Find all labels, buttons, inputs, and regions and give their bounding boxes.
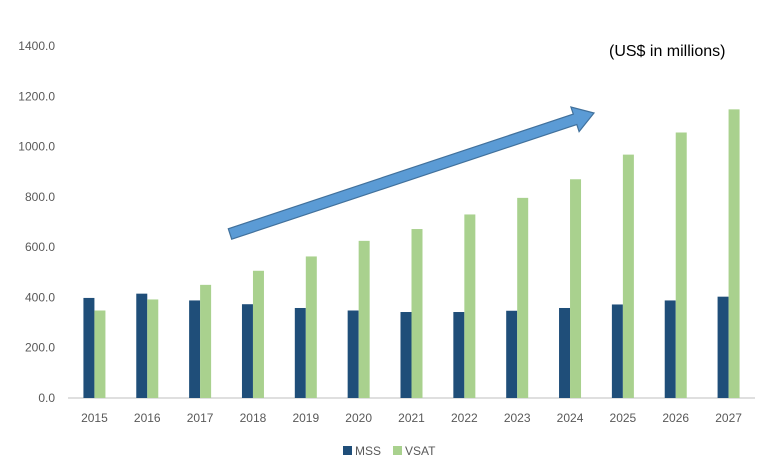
- x-tick-label: 2024: [557, 411, 584, 425]
- y-tick-label: 0.0: [38, 391, 55, 405]
- bar-vsat-2023: [517, 197, 529, 398]
- bar-mss-2018: [241, 304, 253, 398]
- bar-mss-2019: [294, 307, 306, 398]
- y-axis-ticks: 0.0 200.0 400.0 600.0 800.0 1000.0 1200.0 1400.…: [18, 39, 55, 405]
- bar-vsat-2022: [464, 214, 476, 398]
- units-annotation: (US$ in millions): [609, 43, 725, 60]
- bar-mss-2023: [506, 310, 518, 398]
- legend-swatch-vsat: [393, 446, 402, 455]
- x-tick-label: 2018: [240, 411, 267, 425]
- y-tick-label: 1000.0: [18, 140, 55, 154]
- legend: MSS VSAT: [343, 444, 436, 458]
- bar-mss-2021: [400, 312, 412, 398]
- y-tick-label: 600.0: [25, 240, 55, 254]
- bar-vsat-2026: [675, 132, 687, 398]
- bar-mss-2016: [136, 293, 148, 398]
- bar-vsat-2018: [252, 270, 264, 398]
- bar-vsat-2024: [570, 179, 582, 398]
- bar-vsat-2020: [358, 240, 370, 398]
- y-tick-label: 200.0: [25, 341, 55, 355]
- x-tick-label: 2021: [398, 411, 425, 425]
- x-tick-label: 2023: [504, 411, 531, 425]
- trend-arrow-shape: [227, 106, 596, 240]
- bar-mss-2027: [717, 296, 729, 398]
- x-tick-label: 2020: [345, 411, 372, 425]
- bar-mss-2015: [83, 297, 95, 398]
- x-tick-label: 2017: [187, 411, 214, 425]
- bar-vsat-2019: [305, 256, 317, 398]
- bar-vsat-2016: [147, 299, 159, 398]
- x-tick-label: 2019: [292, 411, 319, 425]
- x-tick-label: 2026: [662, 411, 689, 425]
- bar-vsat-2017: [200, 284, 212, 398]
- x-tick-label: 2027: [715, 411, 742, 425]
- y-tick-label: 400.0: [25, 290, 55, 304]
- bars: [83, 109, 740, 399]
- x-tick-label: 2015: [81, 411, 108, 425]
- bar-mss-2022: [453, 312, 465, 398]
- trend-arrow: [227, 106, 596, 240]
- bar-vsat-2025: [622, 154, 634, 398]
- bar-mss-2024: [559, 307, 571, 398]
- legend-label-vsat: VSAT: [405, 444, 436, 458]
- y-tick-label: 1400.0: [18, 39, 55, 53]
- bar-mss-2020: [347, 310, 359, 398]
- legend-label-mss: MSS: [355, 444, 381, 458]
- y-tick-label: 1200.0: [18, 89, 55, 103]
- x-axis-ticks: 2015 2016 2017 2018 2019 2020 2021 2022 2023 2024…: [81, 411, 742, 425]
- bar-mss-2017: [189, 300, 201, 398]
- bar-vsat-2015: [94, 310, 106, 398]
- bar-mss-2026: [664, 300, 676, 398]
- y-tick-label: 800.0: [25, 190, 55, 204]
- x-tick-label: 2016: [134, 411, 161, 425]
- x-tick-label: 2022: [451, 411, 478, 425]
- bar-vsat-2027: [728, 109, 740, 399]
- legend-swatch-mss: [343, 446, 352, 455]
- bar-vsat-2021: [411, 229, 423, 398]
- x-tick-label: 2025: [610, 411, 637, 425]
- bar-mss-2025: [611, 304, 623, 398]
